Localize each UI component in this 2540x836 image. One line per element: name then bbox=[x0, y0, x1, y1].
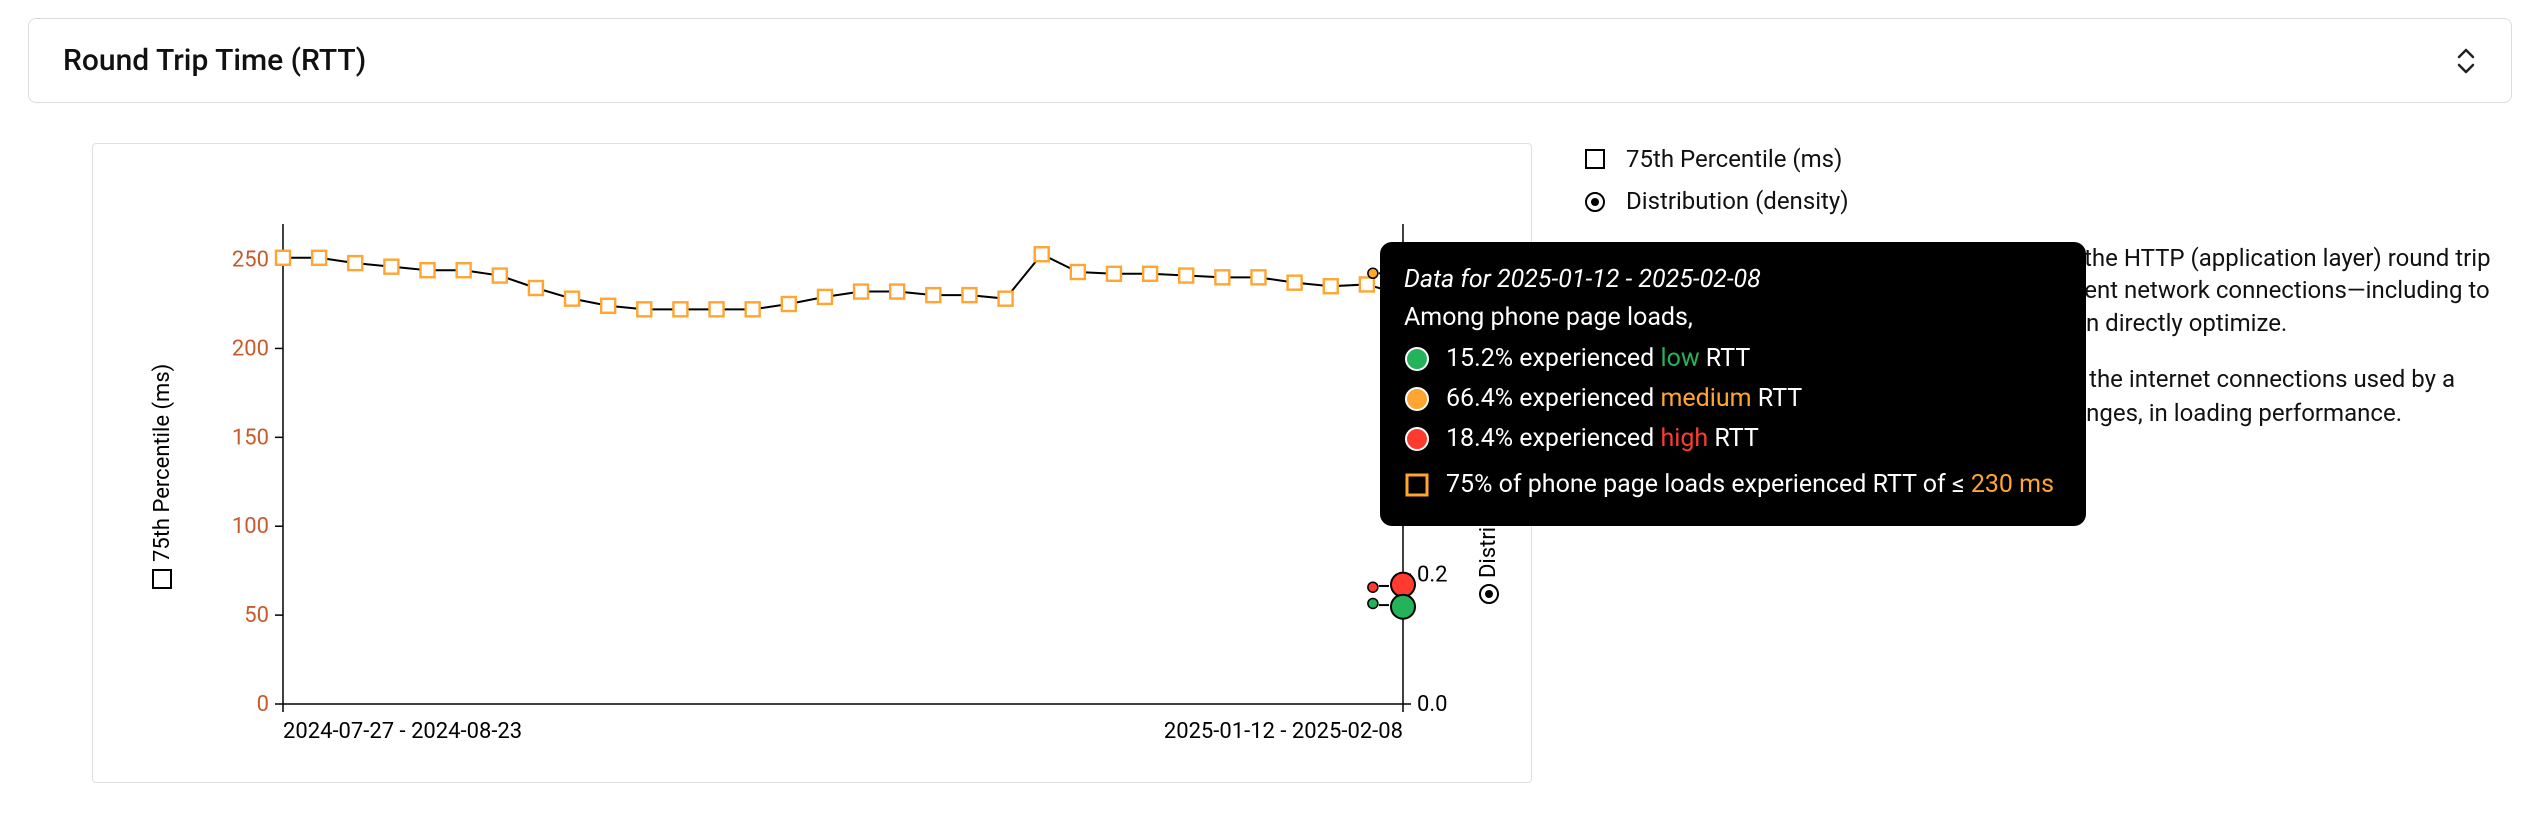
svg-text:0.2: 0.2 bbox=[1417, 562, 1448, 587]
circle-marker-icon bbox=[1404, 346, 1430, 372]
legend-distribution-label: Distribution (density) bbox=[1626, 185, 1849, 217]
svg-text:150: 150 bbox=[232, 425, 269, 450]
svg-text:75th Percentile (ms): 75th Percentile (ms) bbox=[150, 364, 175, 562]
legend-p75-label: 75th Percentile (ms) bbox=[1626, 143, 1842, 175]
tooltip-intro: Among phone page loads, bbox=[1404, 300, 2054, 336]
metric-select[interactable]: Round Trip Time (RTT) bbox=[28, 18, 2512, 103]
svg-text:2025-01-12 - 2025-02-08: 2025-01-12 - 2025-02-08 bbox=[1164, 719, 1403, 744]
tooltip-row-medium: 66.4% experienced medium RTT bbox=[1404, 381, 2054, 417]
svg-text:250: 250 bbox=[232, 248, 269, 273]
svg-text:2024-07-27 - 2024-08-23: 2024-07-27 - 2024-08-23 bbox=[283, 719, 522, 744]
svg-text:0: 0 bbox=[257, 692, 269, 717]
tooltip-row-high: 18.4% experienced high RTT bbox=[1404, 421, 2054, 457]
select-chevrons-icon bbox=[2455, 48, 2477, 74]
square-marker-icon bbox=[1582, 146, 1608, 172]
tooltip-date-range: Data for 2025-01-12 - 2025-02-08 bbox=[1404, 262, 2054, 298]
legend-p75[interactable]: 75th Percentile (ms) bbox=[1582, 143, 2502, 175]
tooltip-row-low: 15.2% experienced low RTT bbox=[1404, 341, 2054, 377]
square-marker-icon bbox=[1404, 472, 1430, 498]
circle-marker-icon bbox=[1404, 386, 1430, 412]
svg-text:0.0: 0.0 bbox=[1417, 692, 1448, 717]
chart-tooltip: Data for 2025-01-12 - 2025-02-08 Among p… bbox=[1380, 242, 2086, 526]
tooltip-summary-prefix: 75% of phone page loads experienced RTT … bbox=[1446, 470, 1965, 499]
circle-marker-icon bbox=[1582, 189, 1608, 215]
legend-distribution[interactable]: Distribution (density) bbox=[1582, 185, 2502, 217]
metric-title: Round Trip Time (RTT) bbox=[63, 43, 366, 78]
tooltip-summary-value: 230 ms bbox=[1971, 470, 2054, 499]
rtt-chart-card: 0 50 100 150 200 250 0.0 0.2 2024-07-27 - 2024-0… bbox=[92, 143, 1532, 783]
svg-text:200: 200 bbox=[232, 336, 269, 361]
rtt-chart[interactable]: 0 50 100 150 200 250 0.0 0.2 2024-07-27 - 2024-0… bbox=[93, 144, 1533, 784]
svg-text:50: 50 bbox=[244, 603, 269, 628]
svg-text:100: 100 bbox=[232, 514, 269, 539]
circle-marker-icon bbox=[1404, 426, 1430, 452]
